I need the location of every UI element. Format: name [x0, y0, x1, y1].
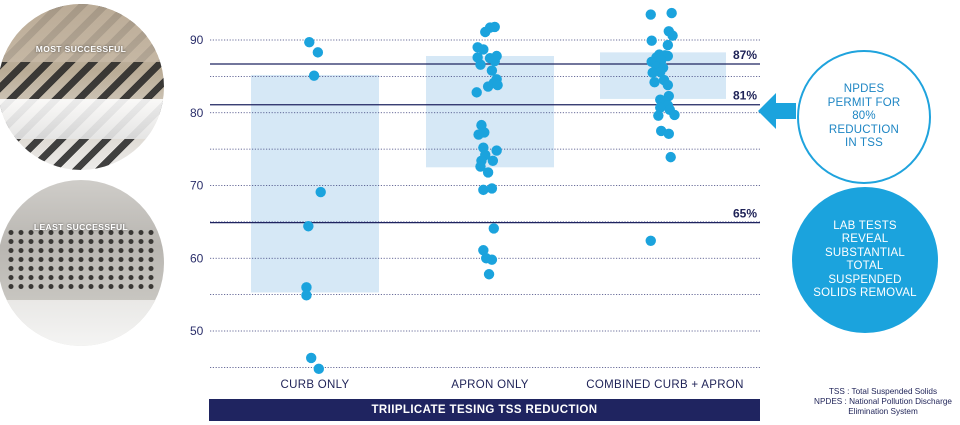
data-point	[313, 363, 324, 375]
data-point	[491, 145, 502, 156]
data-point	[301, 290, 312, 301]
data-points	[301, 7, 680, 375]
data-point	[312, 47, 324, 58]
lab-tests-text: LAB TESTS REVEAL SUBSTANTIAL TOTAL SUSPE…	[813, 219, 917, 300]
data-point	[647, 67, 658, 78]
data-point	[304, 36, 315, 48]
photo-background	[0, 4, 164, 62]
data-point	[478, 245, 489, 256]
x-axis-categories: CURB ONLY APRON ONLY COMBINED CURB + APRON	[281, 379, 744, 391]
data-point	[315, 186, 326, 198]
left-arrow-icon	[758, 93, 796, 129]
data-point	[489, 55, 500, 67]
data-point	[483, 269, 495, 280]
photo-label-most-successful: MOST SUCCESSFUL	[35, 44, 127, 54]
data-point	[487, 155, 499, 166]
data-point	[489, 21, 500, 33]
data-point	[486, 65, 498, 76]
npdes-permit-callout: NPDES PERMIT FOR 80% REDUCTION IN TSS	[797, 50, 931, 184]
x-category-label: APRON ONLY	[451, 379, 529, 391]
data-point	[482, 167, 494, 178]
y-tick-label: 70	[190, 179, 204, 193]
data-point	[655, 66, 666, 78]
y-tick-label: 50	[190, 324, 204, 338]
data-point	[655, 102, 666, 113]
legend-npdes: NPDES : National Pollution Discharge	[814, 397, 952, 406]
photo-base	[0, 300, 164, 346]
abbreviation-legend: TSS : Total Suspended Solids NPDES : Nat…	[808, 387, 958, 417]
reference-label: 81%	[733, 89, 757, 103]
legend-tss: TSS : Total Suspended Solids	[828, 387, 938, 396]
data-point	[649, 76, 660, 88]
data-point	[480, 26, 491, 38]
data-point	[475, 59, 486, 70]
data-point	[306, 352, 317, 364]
data-point	[665, 151, 676, 163]
data-point	[667, 30, 678, 41]
data-point	[471, 87, 482, 98]
data-point	[486, 183, 498, 194]
lab-tests-callout: LAB TESTS REVEAL SUBSTANTIAL TOTAL SUSPE…	[792, 187, 938, 333]
data-point	[662, 39, 674, 51]
photo-label-least-successful: LEAST SUCCESSFUL	[33, 222, 129, 232]
data-point	[653, 110, 664, 121]
y-axis-ticks: 50 60 70 80 90	[190, 33, 204, 338]
data-point	[663, 128, 674, 140]
data-point	[475, 161, 486, 172]
data-point	[488, 223, 499, 234]
data-point	[646, 35, 657, 46]
photo-most-successful: MOST SUCCESSFUL	[0, 4, 164, 170]
data-point	[645, 9, 656, 20]
data-point	[645, 235, 656, 246]
range-box-1	[251, 74, 379, 293]
data-point	[303, 221, 314, 232]
npdes-permit-text: NPDES PERMIT FOR 80% REDUCTION IN TSS	[827, 83, 901, 150]
data-point	[662, 79, 674, 91]
x-category-label: CURB ONLY	[281, 379, 350, 391]
photo-curb-band	[0, 99, 164, 139]
data-point	[301, 282, 312, 293]
photo-perforated-plate	[6, 228, 156, 290]
y-tick-label: 60	[190, 251, 204, 265]
reference-label: 87%	[733, 48, 757, 62]
x-category-label: COMBINED CURB + APRON	[586, 379, 743, 391]
data-point	[482, 81, 494, 92]
data-point	[666, 7, 677, 19]
data-point	[478, 44, 489, 55]
y-tick-label: 80	[190, 106, 204, 120]
data-point	[308, 70, 320, 81]
reference-label: 65%	[733, 207, 757, 221]
chart-title: TRIIPLICATE TESING TSS REDUCTION	[209, 399, 760, 421]
legend-npdes-cont: Elimination System	[848, 407, 918, 416]
data-point	[492, 79, 503, 91]
data-point	[486, 254, 498, 265]
y-tick-label: 90	[190, 33, 204, 47]
data-point	[669, 109, 680, 121]
data-point	[478, 184, 489, 196]
photo-least-successful: LEAST SUCCESSFUL	[0, 180, 164, 346]
data-point	[473, 129, 484, 140]
